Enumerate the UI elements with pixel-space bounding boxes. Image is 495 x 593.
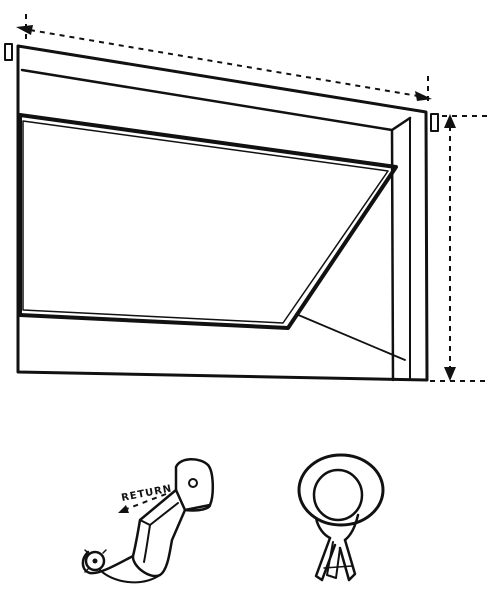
roman-shade-icon xyxy=(18,113,406,361)
drop-measure-arrow-icon xyxy=(430,114,488,382)
mounting-bracket-right-icon xyxy=(430,113,439,132)
curtain-ring-clip-icon xyxy=(297,453,385,582)
width-measure-arrow-icon xyxy=(16,14,432,104)
curtain-rod-bracket-icon: RETURN xyxy=(81,458,214,584)
mounting-bracket-left-icon xyxy=(4,43,13,61)
